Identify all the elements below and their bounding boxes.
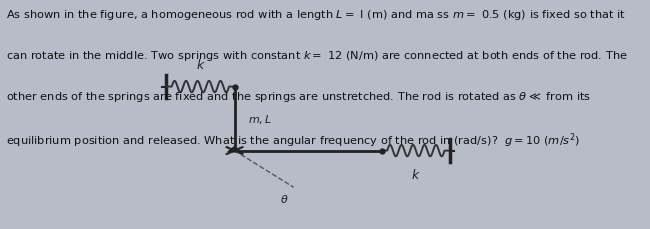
Text: $k$: $k$ xyxy=(411,167,421,181)
Text: $\theta$: $\theta$ xyxy=(280,192,289,204)
Text: $k$: $k$ xyxy=(196,57,205,71)
Text: other ends of the springs are fixed and the springs are unstretched. The rod is : other ends of the springs are fixed and … xyxy=(6,90,591,104)
Text: As shown in the figure, a homogeneous rod with a length $L =$ l (m) and ma ss $m: As shown in the figure, a homogeneous ro… xyxy=(6,8,626,22)
Text: equilibrium position and released. What is the angular frequency of the rod in (: equilibrium position and released. What … xyxy=(6,131,580,149)
Polygon shape xyxy=(228,147,241,152)
Text: can rotate in the middle. Two springs with constant $k =$ 12 (N/m) are connected: can rotate in the middle. Two springs wi… xyxy=(6,49,628,63)
Text: $m, L$: $m, L$ xyxy=(248,113,272,125)
